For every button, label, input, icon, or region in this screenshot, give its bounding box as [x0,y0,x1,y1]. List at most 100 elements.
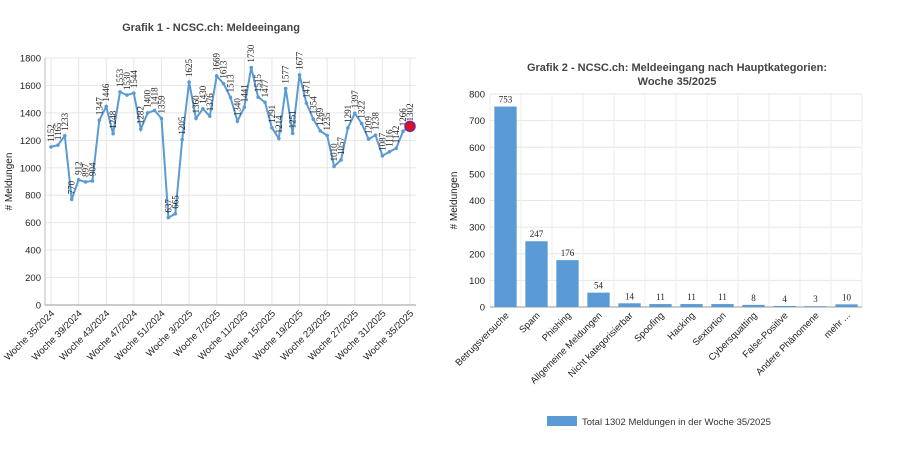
chart1-data-point [180,137,184,142]
chart1-data-label: 1269 [315,107,325,126]
chart1-data-label: 1397 [350,90,360,109]
chart2-bar [494,106,517,307]
chart1-data-label: 1400 [143,89,153,108]
chart1-data-point [304,101,309,105]
chart1-data-point [125,93,129,97]
chart1-data-point [380,154,385,158]
chart1-y-tick-label: 1400 [20,108,41,119]
chart1-data-label: 1354 [308,96,318,115]
chart1-data-label: 1142 [391,126,401,144]
chart1-y-tick-label: 1200 [20,136,41,147]
chart1-data-label: 1669 [212,52,222,71]
chart1-data-label: 1441 [239,84,249,102]
chart1-data-label: 897 [81,163,91,177]
chart2-bar-value-label: 11 [656,292,665,302]
chart1-data-point [270,126,274,130]
chart1-data-point-latest [404,120,416,133]
chart1-data-point [290,131,295,136]
chart1-data-label: 1238 [370,112,380,131]
chart1-data-label: 1209 [364,116,374,135]
chart1-data-point [325,133,329,138]
chart1-data-point [277,136,281,141]
chart1-data-point [138,127,143,131]
chart2-x-tick-label: mehr ... [822,310,853,341]
chart1-data-label: 770 [67,180,77,194]
chart1-data-point [207,114,212,118]
chart2-y-tick-label: 600 [469,143,485,154]
chart1-data-label: 1340 [232,98,242,117]
chart2-y-tick-label: 400 [469,196,485,207]
chart1-data-label: 1544 [129,70,139,89]
chart1-data-label: 1730 [246,44,256,63]
chart2-bar-value-label: 10 [842,292,852,302]
chart1-data-point [263,100,267,105]
chart1-data-label: 1360 [191,95,201,114]
chart2-bar [804,306,827,307]
chart1-data-point [242,105,247,110]
chart1-data-point [332,164,336,169]
chart1-data-point [228,95,233,100]
chart1-data-point [111,131,115,136]
chart2-bar [835,304,858,307]
chart2-legend-swatch [547,416,577,426]
chart1-data-point [173,211,178,216]
chart1-y-axis-label: # Meldungen [4,153,15,211]
chart2-bar [556,260,579,307]
chart2-y-tick-label: 800 [469,90,485,101]
chart1-data-point [159,116,164,121]
chart2-bar-value-label: 11 [718,292,727,302]
chart1-data-label: 1205 [177,116,187,135]
chart1-data-point [145,111,150,115]
chart1-data-label: 1116 [384,129,394,147]
chart1-data-point [339,158,343,162]
chart1-data-label: 665 [170,195,180,209]
chart1-data-point [256,95,260,99]
chart1-data-point [63,134,67,138]
chart1-data-point [401,129,405,134]
chart2-bar-value-label: 14 [625,291,635,301]
chart1-data-label: 1248 [108,110,118,129]
chart2-x-tick-label: Spam [517,310,542,335]
chart2-title: Grafik 2 - NCSC.ch: Meldeeingang nach Ha… [527,62,827,74]
chart1-title: Grafik 1 - NCSC.ch: Meldeeingang [122,22,300,34]
chart1-data-point [235,119,240,123]
chart2-bar [618,303,641,307]
chart1-data-label: 1418 [150,87,160,106]
chart1-data-label: 1291 [343,105,353,123]
chart2-bar-value-label: 176 [561,248,575,258]
chart1-data-label: 1057 [336,136,346,155]
chart1-data-point [83,180,88,184]
chart1-data-point [69,197,74,202]
chart1-data-point [194,116,198,121]
chart1-data-point [97,118,102,122]
chart2-bar [680,304,703,307]
chart1-data-point [166,215,171,220]
chart1-y-tick-label: 0 [36,301,41,312]
chart1-data-label: 1165 [53,122,63,140]
chart2-x-tick-label: Spoofing [632,310,666,344]
chart2-y-axis-label: # Meldungen [449,172,460,230]
chart1-data-label: 1446 [101,83,111,102]
chart1-data-point [394,146,398,151]
chart1-data-label: 1235 [322,112,332,131]
chart2-y-tick-label: 100 [469,276,485,287]
chart1-data-point [366,137,371,141]
chart1-data-point [359,121,364,126]
chart2-y-tick-label: 200 [469,249,485,260]
chart1-data-label: 1282 [136,106,146,124]
chart1-data-point [373,133,378,137]
chart1-data-point [311,117,316,122]
chart1-data-point [56,143,60,147]
chart2-y-tick-label: 300 [469,223,485,234]
chart1-data-point [318,129,323,133]
chart1-data-label: 1322 [357,101,367,119]
chart1-data-label: 1214 [274,115,284,134]
chart1-data-label: 1359 [156,95,166,114]
chart1-y-tick-label: 600 [25,218,41,229]
chart1-data-label: 1152 [46,124,56,142]
chart1-data-label: 637 [163,199,173,213]
chart1-data-label: 1347 [94,97,104,116]
chart2-bar [742,304,765,307]
chart1-data-label: 1625 [184,59,194,78]
